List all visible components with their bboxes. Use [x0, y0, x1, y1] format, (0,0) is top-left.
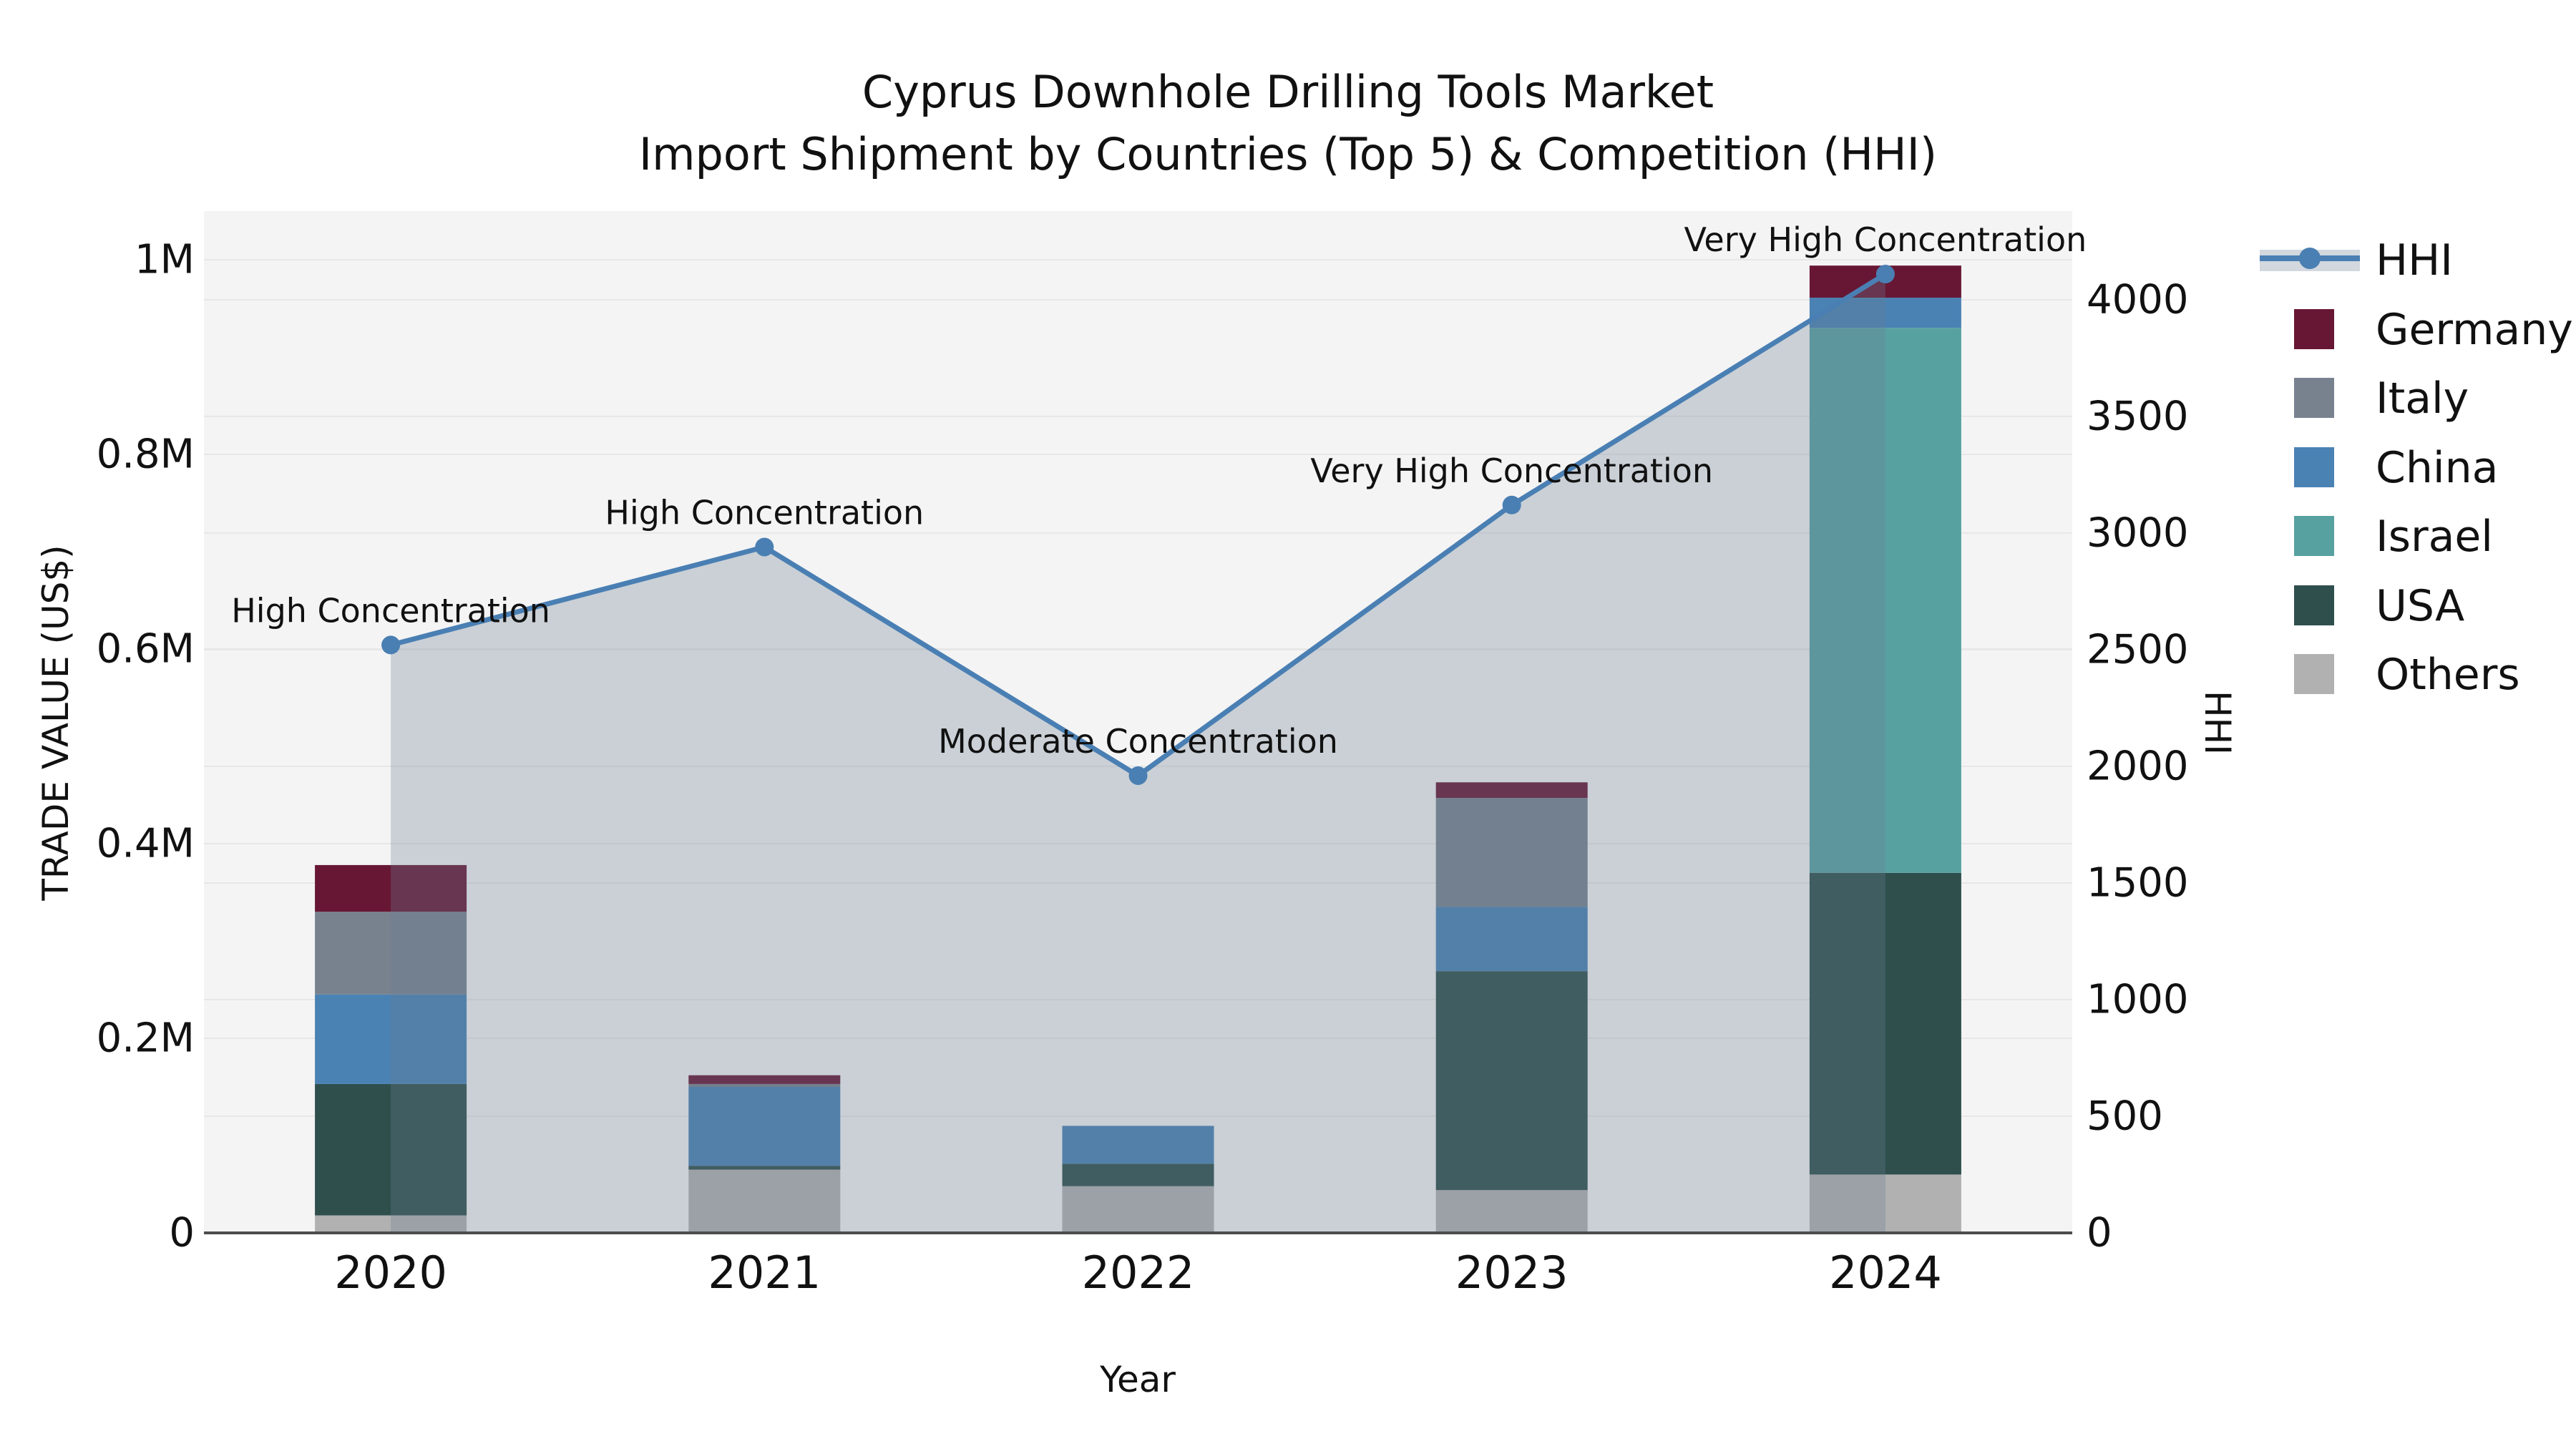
legend-swatch-china: [2294, 447, 2334, 487]
legend: HHI Germany Italy China Israel USA Others: [2260, 235, 2573, 700]
chart-title-line2: Import Shipment by Countries (Top 5) & C…: [639, 128, 1937, 180]
bar-segment-china-2021: [688, 1087, 841, 1166]
x-tick-2024: 2024: [1829, 1246, 1942, 1299]
legend-label-usa: USA: [2376, 581, 2464, 631]
legend-swatch-italy: [2294, 378, 2334, 418]
hhi-marker-2023: [1502, 495, 1521, 514]
y-right-tick-1000: 1000: [2087, 976, 2189, 1023]
y-left-tick-0.4M: 0.4M: [97, 821, 195, 867]
y-left-tick-0.8M: 0.8M: [97, 431, 195, 478]
annotation-2020: High Concentration: [231, 591, 550, 630]
y-left-tick-0.2M: 0.2M: [97, 1015, 195, 1062]
bar-segment-usa-2022: [1062, 1163, 1214, 1186]
legend-hhi-marker-sample: [2299, 248, 2321, 269]
stacked-bars: [315, 265, 1961, 1233]
hhi-marker-2022: [1128, 766, 1148, 785]
bar-segment-germany-2023: [1435, 782, 1588, 799]
legend-label-italy: Italy: [2376, 374, 2469, 424]
legend-swatch-germany: [2294, 309, 2334, 349]
annotation-2023: Very High Concentration: [1310, 452, 1713, 490]
x-axis-label: Year: [1099, 1359, 1176, 1400]
hhi-markers: [381, 265, 1895, 785]
x-axis-ticks: 2020 2021 2022 2023 2024: [334, 1246, 1942, 1299]
y-axis-right-ticks: 0 500 1000 1500 2000 2500 3000 3500 4000: [2087, 276, 2189, 1256]
y-axis-left-label: TRADE VALUE (US$): [35, 545, 77, 901]
x-tick-2022: 2022: [1082, 1246, 1195, 1299]
legend-item-others: Others: [2294, 650, 2520, 700]
y-right-tick-0: 0: [2087, 1210, 2112, 1257]
legend-label-hhi: HHI: [2376, 235, 2453, 286]
legend-swatch-usa: [2294, 585, 2334, 625]
y-axis-right-label: HHI: [2197, 691, 2238, 755]
hhi-annotations: High Concentration High Concentration Mode…: [231, 220, 2087, 761]
bar-segment-china-2020: [315, 994, 467, 1084]
legend-item-italy: Italy: [2294, 374, 2469, 424]
y-axis-left-ticks: 0 0.2M 0.4M 0.6M 0.8M 1M: [97, 237, 195, 1257]
legend-item-germany: Germany: [2294, 305, 2573, 355]
hhi-marker-2024: [1875, 265, 1895, 284]
legend-item-hhi: HHI: [2260, 235, 2453, 286]
legend-label-others: Others: [2376, 650, 2520, 700]
annotation-2024: Very High Concentration: [1684, 220, 2087, 259]
y-right-tick-2500: 2500: [2087, 626, 2189, 673]
y-right-tick-3500: 3500: [2087, 393, 2189, 439]
y-right-tick-2000: 2000: [2087, 743, 2189, 789]
bar-segment-usa-2023: [1435, 971, 1588, 1191]
legend-item-usa: USA: [2294, 581, 2464, 631]
bar-segment-germany-2020: [315, 864, 467, 912]
legend-swatch-israel: [2294, 516, 2334, 556]
y-right-tick-3000: 3000: [2087, 509, 2189, 556]
bar-segment-italy-2021: [688, 1083, 841, 1087]
legend-item-israel: Israel: [2294, 512, 2493, 562]
legend-label-israel: Israel: [2376, 512, 2493, 562]
bar-segment-china-2023: [1435, 907, 1588, 972]
bar-segment-china-2022: [1062, 1126, 1214, 1164]
y-left-tick-0.6M: 0.6M: [97, 626, 195, 673]
bar-segment-others-2021: [688, 1169, 841, 1233]
annotation-2021: High Concentration: [605, 493, 924, 532]
y-right-tick-4000: 4000: [2087, 276, 2189, 323]
bar-segment-israel-2024: [1809, 328, 1961, 873]
bar-segment-germany-2021: [688, 1075, 841, 1084]
plot-area: [204, 211, 2072, 1233]
bar-segment-usa-2020: [315, 1083, 467, 1216]
y-left-tick-1M: 1M: [135, 237, 195, 283]
legend-item-china: China: [2294, 443, 2498, 493]
gridlines: [204, 259, 2072, 1117]
bar-segment-italy-2020: [315, 912, 467, 995]
bar-segment-others-2020: [315, 1215, 467, 1233]
annotation-2022: Moderate Concentration: [938, 722, 1338, 761]
bar-segment-usa-2021: [688, 1166, 841, 1170]
hhi-marker-2020: [381, 635, 401, 655]
bar-segment-usa-2024: [1809, 872, 1961, 1175]
hhi-marker-2021: [755, 537, 774, 557]
bar-segment-others-2022: [1062, 1186, 1214, 1233]
bar-segment-others-2024: [1809, 1174, 1961, 1233]
y-left-tick-0: 0: [169, 1210, 195, 1257]
x-tick-2021: 2021: [708, 1246, 821, 1299]
bar-segment-others-2023: [1435, 1190, 1588, 1233]
legend-label-china: China: [2376, 443, 2498, 493]
y-right-tick-500: 500: [2087, 1093, 2163, 1139]
chart-title-line1: Cyprus Downhole Drilling Tools Market: [862, 66, 1714, 118]
legend-swatch-others: [2294, 654, 2334, 694]
legend-label-germany: Germany: [2376, 305, 2573, 355]
y-right-tick-1500: 1500: [2087, 859, 2189, 906]
x-tick-2020: 2020: [334, 1246, 447, 1299]
x-tick-2023: 2023: [1455, 1246, 1568, 1299]
bar-segment-italy-2023: [1435, 798, 1588, 907]
